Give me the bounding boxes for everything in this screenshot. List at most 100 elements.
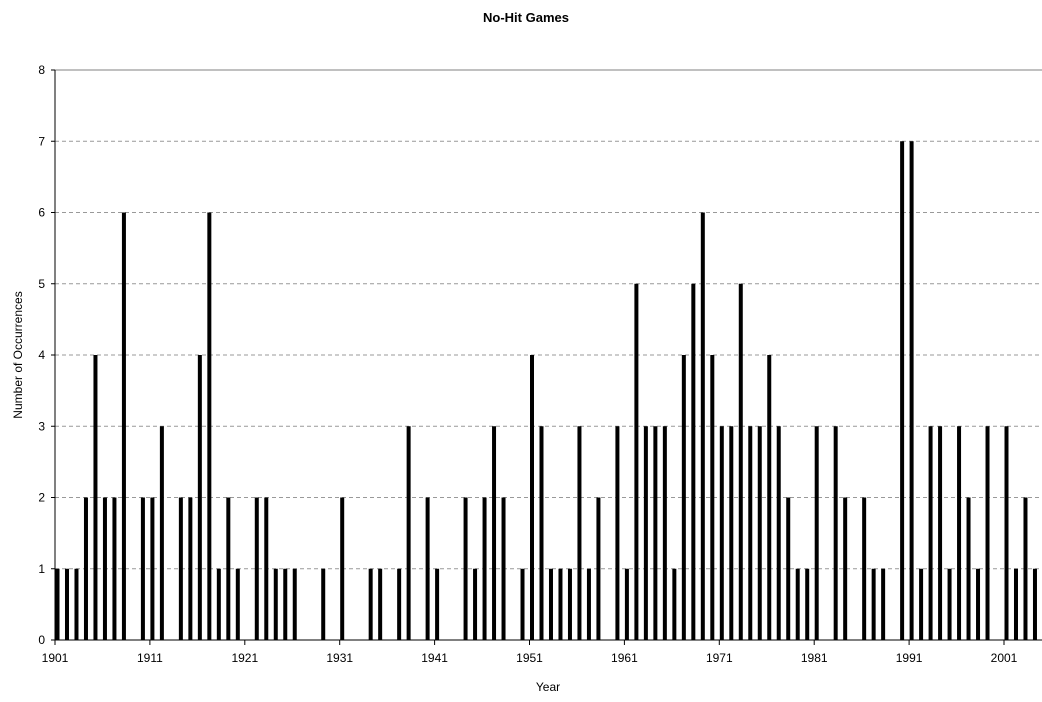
bar-1962 [634, 283, 639, 640]
bar-1976 [767, 355, 772, 640]
bar-1935 [378, 568, 383, 640]
bar-1923 [264, 497, 269, 640]
bar-1945 [473, 568, 478, 640]
x-tick-labels: 1901 1911 1921 1931 1941 1951 1961 1971 1981 1991… [42, 640, 1018, 665]
x-tick-label: 1961 [611, 651, 638, 665]
bar-1901 [55, 568, 60, 640]
y-tick-label: 1 [38, 562, 45, 576]
x-tick-label: 2001 [991, 651, 1018, 665]
bar-1973 [738, 283, 743, 640]
bar-1919 [226, 497, 231, 640]
bar-1990 [900, 141, 905, 640]
bar-1934 [368, 568, 373, 640]
bar-1972 [729, 426, 734, 640]
y-tick-label: 6 [38, 206, 45, 220]
bar-1966 [672, 568, 677, 640]
bar-1905 [93, 355, 98, 640]
y-tick-label: 5 [38, 277, 45, 291]
bar-1957 [586, 568, 591, 640]
bar-1983 [833, 426, 838, 640]
bar-1995 [947, 568, 952, 640]
bar-2004 [1032, 568, 1037, 640]
bar-1954 [558, 568, 563, 640]
bar-1907 [112, 497, 117, 640]
bar-1947 [492, 426, 497, 640]
bar-1961 [624, 568, 629, 640]
bar-1946 [482, 497, 487, 640]
x-tick-label: 1981 [801, 651, 828, 665]
bar-1969 [700, 212, 705, 640]
bar-1903 [74, 568, 79, 640]
bar-1926 [292, 568, 297, 640]
bar-1994 [938, 426, 943, 640]
bar-1948 [501, 497, 506, 640]
bar-1977 [776, 426, 781, 640]
bar-1984 [843, 497, 848, 640]
gridlines [55, 69, 1042, 570]
bar-1953 [548, 568, 553, 640]
x-tick-label: 1911 [137, 651, 163, 665]
y-tick-label: 3 [38, 419, 45, 433]
bar-1951 [530, 355, 534, 640]
bar-1993 [928, 426, 933, 640]
x-tick-label: 1941 [421, 651, 448, 665]
bar-1956 [577, 426, 582, 640]
bars [55, 141, 1037, 640]
bar-1968 [691, 283, 696, 640]
y-tick-label: 8 [38, 63, 45, 77]
bar-1999 [985, 426, 990, 640]
bar-1979 [795, 568, 800, 640]
bar-1978 [786, 497, 791, 640]
bar-1902 [64, 568, 69, 640]
x-tick-label: 1951 [516, 651, 543, 665]
bar-1965 [662, 426, 667, 640]
bar-1998 [976, 568, 981, 640]
bar-1929 [321, 568, 326, 640]
x-tick-label: 1901 [42, 651, 69, 665]
bar-1918 [216, 568, 221, 640]
bar-1971 [719, 426, 724, 640]
bar-1937 [397, 568, 402, 640]
x-tick-label: 1991 [896, 651, 923, 665]
bar-1916 [197, 355, 202, 640]
bar-1941 [435, 568, 440, 640]
x-tick-label: 1971 [706, 651, 733, 665]
y-axis-label: Number of Occurrences [11, 291, 25, 418]
bar-1911 [150, 497, 155, 640]
bar-1938 [406, 426, 411, 640]
bar-1991 [909, 141, 914, 640]
bar-1996 [957, 426, 962, 640]
bar-1920 [235, 568, 240, 640]
bar-1967 [681, 355, 686, 640]
bar-1950 [520, 568, 525, 640]
y-tick-label: 7 [38, 134, 45, 148]
bar-1931 [340, 497, 345, 640]
bar-1981 [814, 426, 819, 640]
bar-1964 [653, 426, 658, 640]
bar-1988 [881, 568, 886, 640]
bar-1952 [539, 426, 544, 640]
bar-1912 [159, 426, 164, 640]
x-tick-label: 1931 [326, 651, 353, 665]
bar-2001 [1004, 426, 1009, 640]
bar-1975 [757, 426, 762, 640]
y-tick-label: 2 [38, 491, 45, 505]
bar-1922 [254, 497, 259, 640]
bar-1997 [966, 497, 971, 640]
x-axis-label: Year [536, 680, 560, 694]
bar-1960 [615, 426, 620, 640]
bar-1906 [102, 497, 107, 640]
bar-2002 [1013, 568, 1018, 640]
bar-1914 [178, 497, 183, 640]
bar-1992 [919, 568, 924, 640]
bar-1958 [596, 497, 601, 640]
x-tick-label: 1921 [231, 651, 258, 665]
bar-1974 [748, 426, 753, 640]
y-tick-label: 4 [38, 348, 45, 362]
bar-1940 [425, 497, 430, 640]
bar-1970 [710, 355, 715, 640]
chart-title: No-Hit Games [483, 10, 569, 25]
bar-1955 [567, 568, 572, 640]
bar-1986 [862, 497, 867, 640]
